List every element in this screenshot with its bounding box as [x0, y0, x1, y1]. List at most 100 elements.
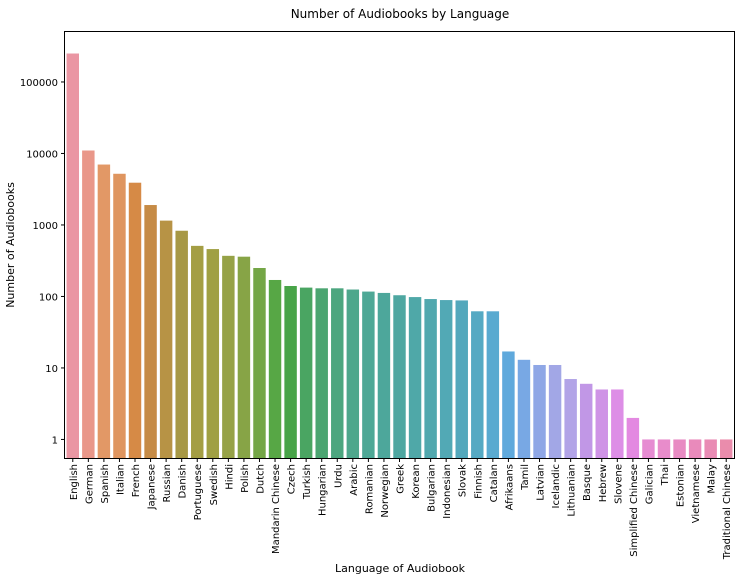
x-axis-ticks: English German Spanish Italian French Japanes…: [69, 458, 733, 560]
bars: [66, 53, 733, 459]
bar: [377, 292, 391, 458]
x-tick-label: Romanian: [364, 464, 375, 514]
x-tick-label: Arabic: [349, 464, 360, 496]
x-tick-label: Tamil: [520, 464, 531, 491]
chart-title: Number of Audiobooks by Language: [291, 7, 510, 21]
x-tick-label: Bulgarian: [427, 464, 438, 512]
x-tick-label: Catalan: [489, 464, 500, 502]
x-tick-label: Mandarin Chinese: [271, 464, 282, 554]
x-tick-label: Hindi: [224, 464, 235, 490]
bar: [222, 255, 235, 458]
bar: [657, 439, 671, 458]
x-tick-label: Icelandic: [551, 464, 562, 508]
bar: [579, 383, 593, 458]
x-tick-label: Korean: [411, 464, 422, 499]
x-tick-label: Slovene: [613, 464, 624, 504]
x-tick-label: Basque: [582, 464, 593, 501]
x-tick-label: Russian: [162, 464, 173, 503]
bar: [719, 439, 733, 458]
x-tick-label: Norwegian: [380, 464, 391, 518]
x-tick-label: Malay: [707, 464, 718, 494]
y-tick-label: 10: [45, 364, 58, 375]
x-tick-label: Greek: [396, 464, 407, 494]
bar: [315, 288, 328, 458]
x-tick-label: Traditional Chinese: [722, 464, 733, 560]
bar: [704, 439, 717, 458]
bar: [408, 297, 422, 458]
y-axis-ticks: 1 10 100 1000 10000 100000: [20, 78, 65, 446]
plot-frame: [64, 31, 735, 459]
x-tick-label: Urdu: [333, 464, 344, 488]
x-tick-label: Simplified Chinese: [629, 464, 640, 557]
bar: [455, 300, 468, 458]
x-tick-label: Japanese: [147, 464, 158, 510]
x-tick-label: Turkish: [302, 464, 313, 500]
bar: [253, 268, 266, 458]
x-tick-label: Finnish: [473, 464, 484, 499]
x-tick-label: German: [84, 464, 95, 504]
x-tick-label: Indonesian: [442, 464, 453, 519]
y-tick-label: 10000: [26, 149, 58, 160]
bar: [688, 439, 702, 458]
x-tick-label: Italian: [115, 464, 126, 495]
x-tick-label: Latvian: [536, 464, 547, 501]
x-tick-label: Dutch: [255, 464, 266, 494]
x-tick-label: Polish: [240, 464, 251, 493]
bar: [393, 295, 406, 458]
bar: [548, 364, 562, 458]
bar: [175, 230, 188, 458]
bar: [564, 379, 577, 458]
x-tick-label: Spanish: [100, 464, 111, 504]
bar: [595, 389, 608, 458]
bar: [673, 439, 686, 458]
x-tick-label: Estonian: [676, 464, 687, 507]
bar: [424, 299, 437, 458]
y-axis-label: Number of Audiobooks: [4, 182, 17, 308]
x-tick-label: Thai: [660, 464, 671, 486]
bar: [66, 53, 80, 458]
bar: [159, 220, 173, 458]
x-tick-label: Hungarian: [318, 464, 329, 516]
x-tick-label: Hebrew: [598, 464, 609, 502]
x-tick-label: Afrikaans: [504, 464, 515, 510]
x-tick-label: Slovak: [458, 464, 469, 497]
bar: [128, 182, 142, 459]
y-tick-label: 100000: [20, 78, 58, 89]
bar: [626, 417, 640, 458]
bar: [299, 287, 313, 458]
x-tick-label: Swedish: [209, 464, 220, 505]
x-axis-label: Language of Audiobook: [335, 562, 466, 575]
bar: [97, 164, 111, 458]
bar: [362, 291, 375, 458]
bar: [237, 256, 251, 458]
x-tick-label: Vietnamese: [691, 464, 702, 523]
bar: [331, 288, 344, 458]
bar: [439, 300, 453, 458]
bar: [502, 351, 515, 458]
bar: [268, 279, 282, 458]
bar: [517, 359, 531, 458]
y-tick-label: 1000: [33, 221, 58, 232]
x-tick-label: Czech: [287, 464, 298, 494]
x-tick-label: Danish: [178, 464, 189, 499]
x-tick-label: French: [131, 464, 142, 497]
bar: [611, 389, 624, 458]
bar: [82, 150, 95, 458]
y-tick-label: 1: [52, 435, 58, 446]
y-tick-label: 100: [39, 292, 58, 303]
bar: [113, 173, 126, 458]
x-tick-label: English: [69, 464, 80, 500]
bar: [191, 245, 204, 458]
bar: [144, 205, 157, 458]
bar: [346, 289, 360, 458]
bar: [471, 311, 484, 458]
bar: [486, 311, 500, 458]
x-tick-label: Lithuanian: [567, 464, 578, 517]
x-tick-label: Portuguese: [193, 464, 204, 520]
x-tick-label: Galician: [644, 464, 655, 504]
bar: [533, 364, 546, 458]
bar: [642, 439, 655, 458]
bar: [206, 249, 220, 458]
bar: [284, 286, 297, 458]
